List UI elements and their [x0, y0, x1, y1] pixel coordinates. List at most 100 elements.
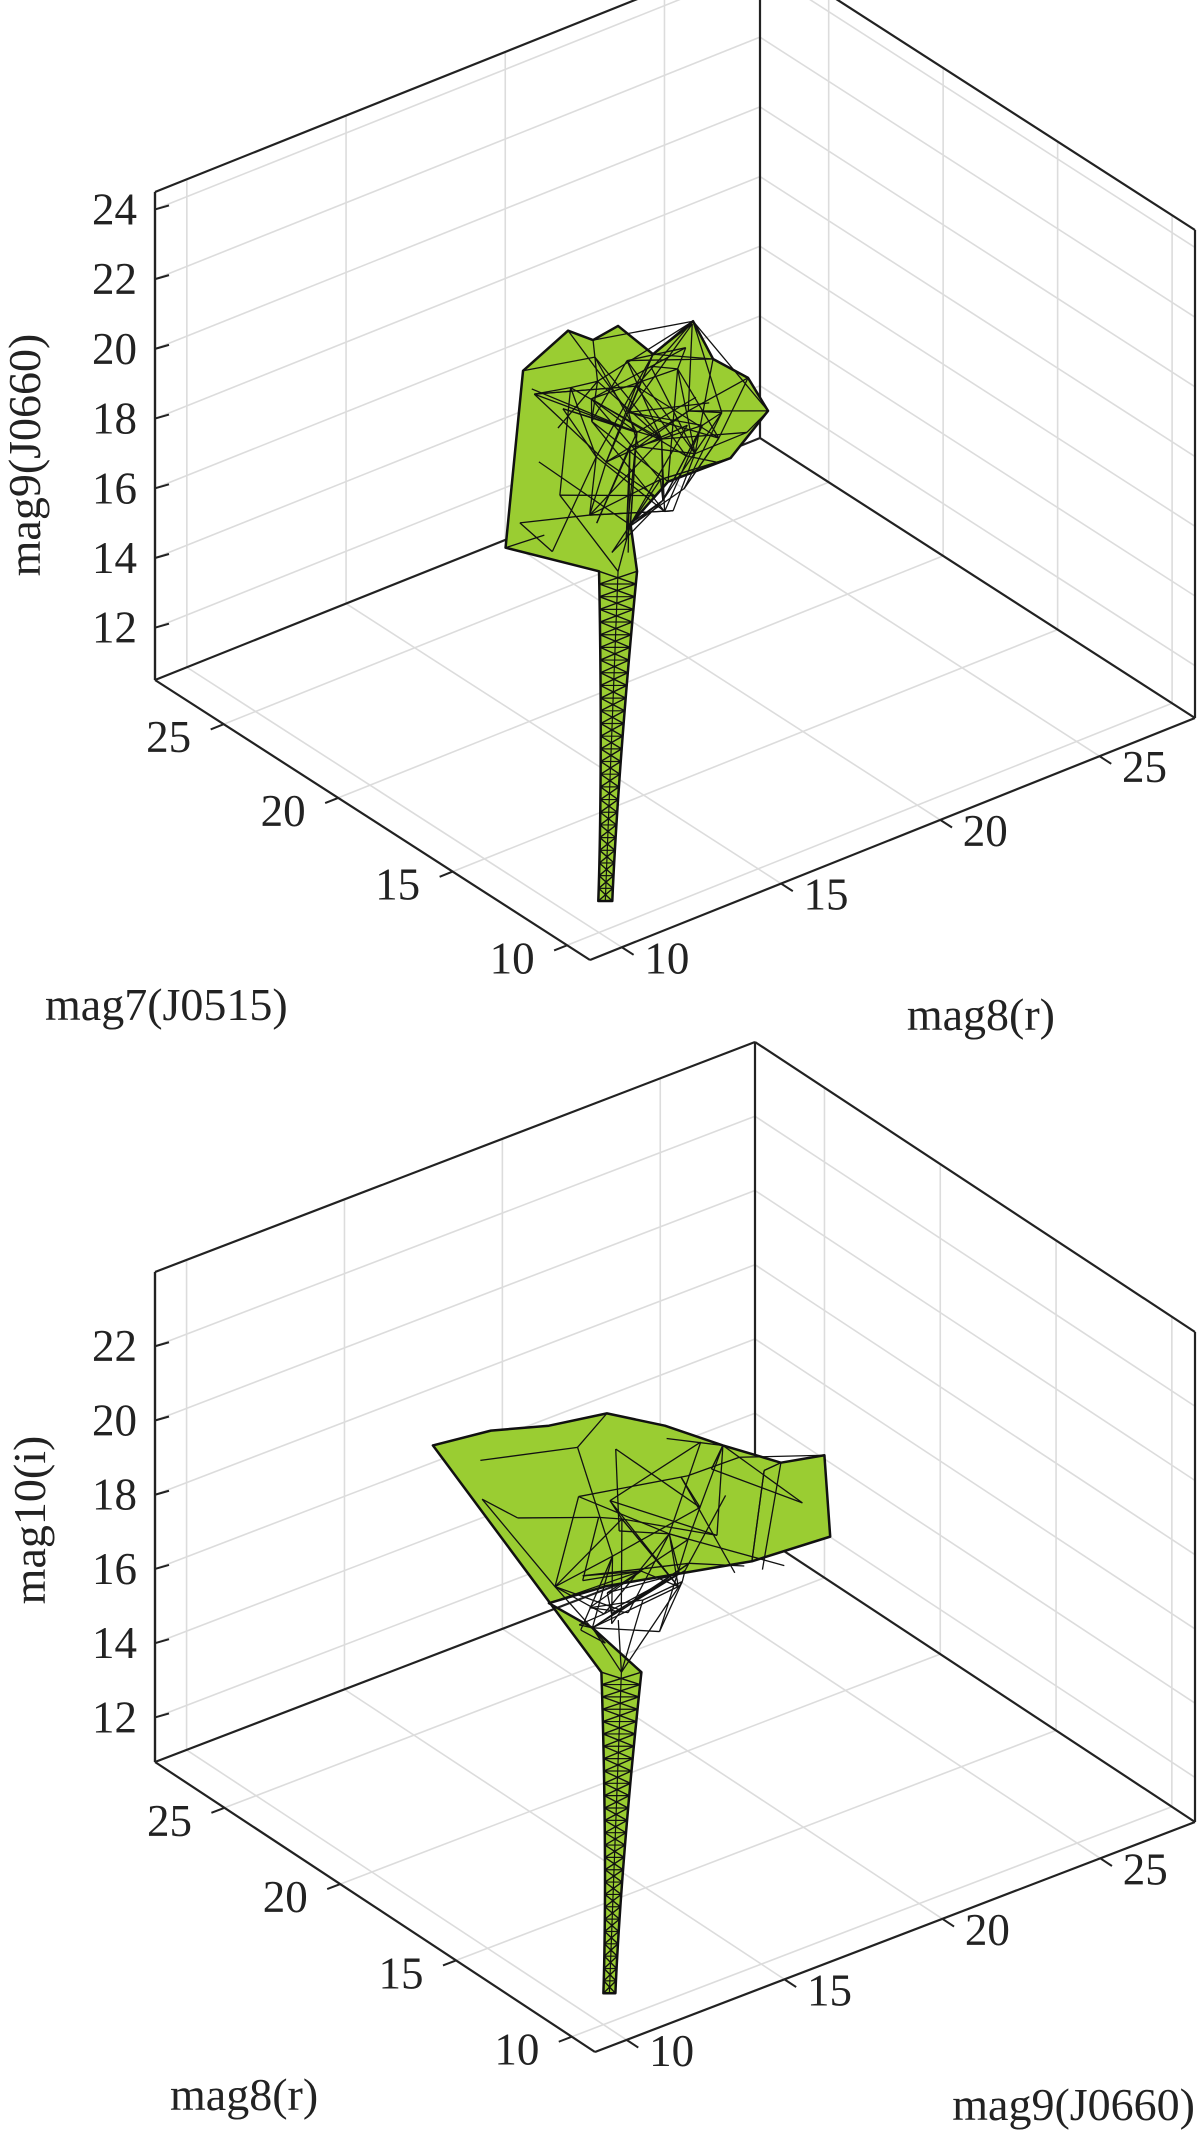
mesh-lines	[480, 1412, 825, 1994]
grid-line	[154, 1115, 756, 1347]
y-tick-label: 15	[807, 1965, 852, 2015]
mesh-line	[589, 1607, 629, 1614]
mesh-line	[621, 1518, 718, 1536]
mesh-line	[628, 323, 693, 413]
mesh-line	[591, 360, 628, 422]
mesh-line	[522, 356, 596, 372]
z-tick-label: 12	[92, 603, 137, 653]
mesh-line	[582, 1570, 642, 1582]
mesh-line	[605, 353, 654, 463]
mesh-line	[598, 1516, 622, 1520]
y-tick	[1098, 755, 1112, 765]
mesh-line	[619, 1530, 670, 1535]
z-tick	[154, 413, 170, 420]
box-edge	[754, 1531, 1196, 1823]
grid-line	[659, 1567, 1101, 1859]
mesh-line	[716, 1445, 724, 1536]
mesh-line	[615, 1448, 620, 1531]
mesh-line	[687, 1445, 724, 1540]
mesh-line	[628, 402, 710, 414]
mesh-line	[592, 1586, 679, 1629]
mesh-line	[570, 380, 598, 389]
mesh-line	[627, 358, 714, 362]
mesh-line	[551, 456, 597, 552]
box-edge	[589, 716, 1196, 962]
grid-line	[337, 555, 944, 799]
mesh-line	[677, 347, 687, 370]
x-tick	[210, 723, 225, 731]
mesh-line	[548, 1570, 642, 1604]
y-tick	[626, 2039, 639, 2049]
mesh-line	[578, 1624, 593, 1629]
mesh-line	[559, 494, 619, 572]
y-tick-label: 25	[1123, 1844, 1168, 1894]
x-tick	[326, 1883, 341, 1891]
mesh-line	[534, 385, 637, 395]
mesh-line	[591, 347, 687, 400]
z-tick-label: 18	[92, 394, 137, 444]
box-edge	[759, 437, 1196, 719]
mesh-line	[576, 1447, 614, 1557]
mesh-line	[597, 320, 694, 382]
mesh-line	[620, 1581, 683, 1673]
mesh-line	[517, 1516, 599, 1519]
mesh-line	[592, 1627, 660, 1633]
mesh-line	[692, 320, 769, 412]
z-tick-label: 18	[92, 1470, 137, 1520]
mesh-line	[694, 431, 748, 455]
mesh-line	[763, 1462, 782, 1472]
z-tick	[154, 622, 170, 629]
mesh-line	[580, 1629, 606, 1644]
x-tick-label: 15	[375, 860, 420, 910]
mesh-line	[589, 456, 597, 516]
mesh-line	[626, 360, 696, 455]
grid-line	[154, 245, 761, 490]
mesh-line	[672, 453, 696, 511]
z-tick-label: 20	[92, 1395, 137, 1445]
mesh-line	[712, 358, 749, 379]
mesh-line	[605, 409, 691, 463]
mesh-line	[747, 377, 769, 412]
grid-line	[759, 385, 1196, 667]
x-tick	[442, 1959, 457, 1967]
mesh-line	[591, 420, 666, 512]
y-tick	[941, 1918, 955, 1928]
mesh-line	[480, 1446, 578, 1462]
z-tick-label: 22	[92, 254, 137, 304]
surface	[504, 319, 770, 903]
x-tick-label: 20	[261, 786, 306, 836]
mesh-line	[589, 478, 661, 516]
mesh-line	[650, 365, 678, 370]
mesh-line	[751, 1470, 765, 1562]
mesh-line	[683, 437, 720, 489]
grid-line	[754, 1264, 1196, 1556]
mesh-line	[663, 425, 703, 512]
mesh-line	[609, 1500, 623, 1520]
mesh-line	[562, 408, 597, 458]
box-edge	[594, 1820, 1196, 2054]
mesh-line	[701, 412, 723, 426]
grid-line	[664, 475, 1100, 757]
box-edges	[153, 0, 1197, 962]
mesh-line	[562, 408, 638, 434]
z-tick	[154, 1564, 170, 1570]
mesh-line	[687, 377, 749, 412]
mesh-line	[680, 1476, 736, 1574]
mesh-line	[570, 387, 662, 440]
mesh-line	[692, 321, 723, 413]
ticks: 10 15 20 25 10 15 20 25 12 14 16 18 20 22	[92, 1272, 1168, 2076]
y-tick-label: 25	[1122, 742, 1167, 792]
mesh-line	[595, 353, 654, 458]
mesh-line	[609, 1500, 718, 1536]
mesh-line	[677, 368, 696, 454]
x-tick	[439, 870, 454, 878]
y-tick-label: 20	[965, 1905, 1010, 1955]
mesh-line	[718, 377, 749, 439]
z-tick	[154, 483, 170, 490]
y-tick-label: 10	[649, 2026, 694, 2076]
surface-fill	[431, 1412, 832, 1995]
mesh-line	[592, 320, 694, 341]
mesh-line	[668, 1441, 702, 1535]
mesh-line	[611, 479, 662, 553]
